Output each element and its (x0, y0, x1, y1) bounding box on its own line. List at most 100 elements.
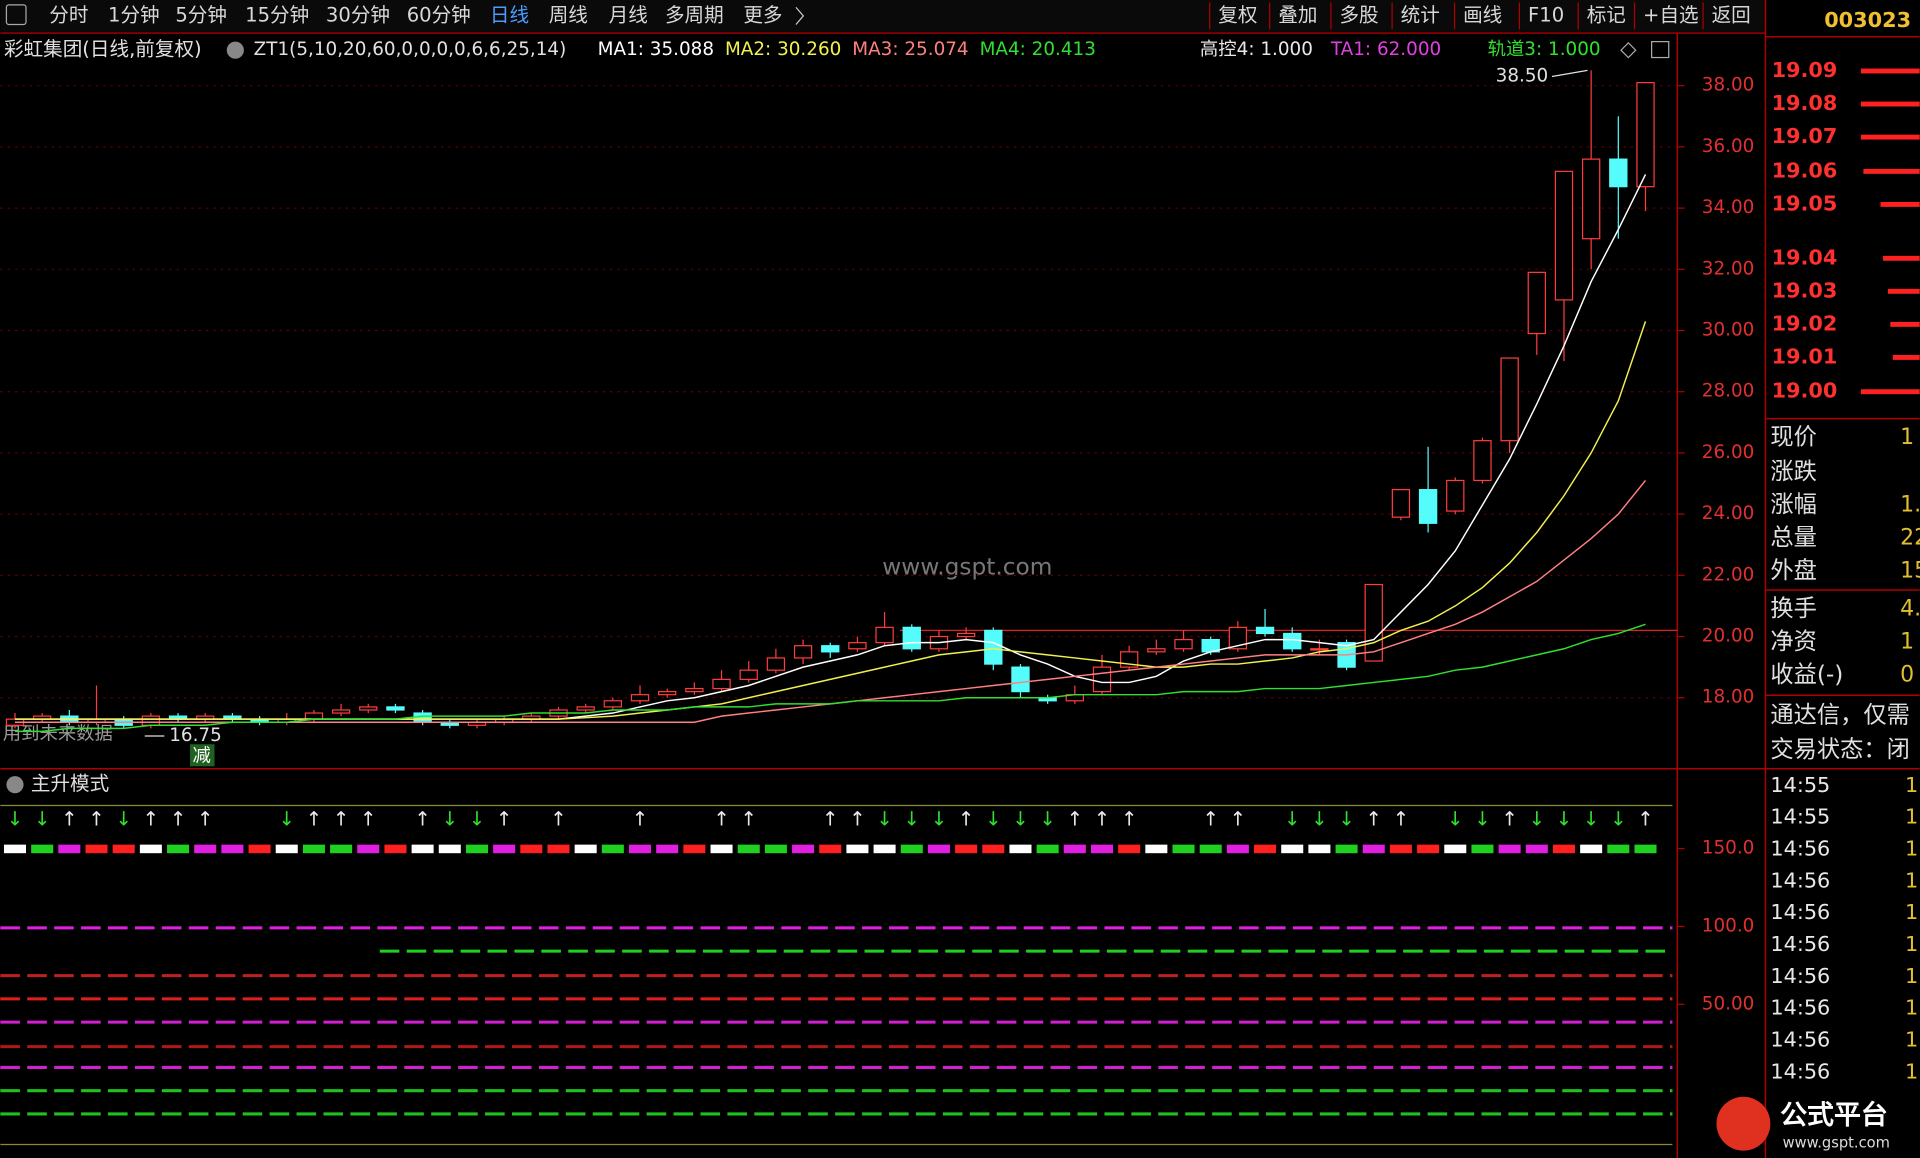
window-icon[interactable] (1651, 41, 1670, 59)
toolbar (0, 0, 1766, 32)
signal: ↑ (333, 808, 349, 831)
y-tick-label: 18.00 (1702, 687, 1755, 708)
state-band (357, 844, 380, 854)
toolbar-button[interactable]: F10 (1528, 3, 1564, 26)
state-band (982, 844, 1005, 854)
state-band (85, 844, 108, 854)
candle-body (304, 712, 324, 720)
candle-body (1283, 632, 1302, 650)
signal: ↓ (442, 808, 458, 831)
state-band (58, 844, 81, 854)
tick-value: 1 (1905, 932, 1918, 956)
tab[interactable]: 日线 (490, 3, 529, 26)
candle-body (1255, 626, 1275, 635)
candle-body (739, 669, 758, 680)
ma-line (14, 321, 1647, 720)
signal: ↓ (1474, 808, 1490, 831)
y-tick-label: 32.00 (1702, 258, 1755, 279)
high-marker: 38.50 (1496, 66, 1549, 87)
tab[interactable]: 多周期 (665, 3, 724, 26)
state-band (1444, 844, 1467, 854)
quote-price: 19.09 (1772, 58, 1838, 82)
candle-body (1147, 648, 1166, 653)
signal: ↑ (1067, 808, 1083, 831)
tab[interactable]: 1分钟 (108, 3, 160, 26)
candle-body (1527, 271, 1546, 335)
toolbar-button[interactable]: 统计 (1401, 3, 1440, 26)
quote-price: 19.04 (1772, 245, 1838, 269)
toolbar-button[interactable]: 返回 (1712, 3, 1751, 26)
tick-time: 14:56 (1770, 837, 1830, 861)
tick-value: 1 (1905, 773, 1918, 797)
state-band (846, 844, 869, 854)
quote-label: 涨幅 (1770, 491, 1817, 518)
state-band (819, 844, 842, 854)
quote-value: 1 (1900, 425, 1914, 450)
candle-body (875, 626, 894, 644)
volume-bar (1882, 255, 1920, 261)
toolbar-button[interactable]: 画线 (1463, 3, 1502, 26)
candle-body (902, 626, 921, 650)
stock-title: 彩虹集团(日线,前复权) (4, 38, 202, 61)
candle-body (1609, 158, 1628, 188)
panel-title: 主升模式 (31, 772, 109, 795)
quote-value: 1. (1900, 493, 1920, 518)
y-tick-label: 30.00 (1702, 320, 1755, 341)
indicator-value: 轨道3: 1.000 (1488, 39, 1601, 60)
tab[interactable]: 更多 (743, 3, 782, 26)
y-tick-label: 50.00 (1702, 993, 1755, 1014)
volume-bar (1860, 389, 1920, 395)
tab[interactable]: 30分钟 (326, 3, 390, 26)
tab[interactable]: 15分钟 (245, 3, 309, 26)
toggle-icon[interactable] (6, 776, 24, 794)
tab[interactable]: 周线 (549, 3, 588, 26)
y-tick-label: 26.00 (1702, 442, 1755, 463)
indicator: ZT1(5,10,20,60,0,0,0,0,6,6,25,14) (254, 39, 567, 60)
state-band (221, 844, 244, 854)
signal: ↓ (1529, 808, 1545, 831)
toolbar-button[interactable]: 标记 (1587, 3, 1626, 26)
tick-time: 14:55 (1770, 805, 1830, 829)
tab[interactable]: 60分钟 (407, 3, 471, 26)
state-band (1471, 844, 1494, 854)
volume-bar (1860, 101, 1920, 107)
quote-price: 19.01 (1772, 344, 1838, 368)
volume-bar (1887, 288, 1920, 294)
candle-body (1364, 583, 1383, 662)
signal: ↓ (1556, 808, 1572, 831)
quote-price: 19.08 (1772, 91, 1838, 115)
candle-body (1581, 158, 1601, 240)
ma-line (14, 623, 1646, 733)
toolbar-button[interactable]: +自选 (1643, 3, 1699, 26)
state-band (955, 844, 978, 854)
signal: ↓ (1012, 808, 1028, 831)
y-tick-label: 38.00 (1702, 75, 1755, 96)
toggle-icon[interactable] (226, 41, 244, 59)
signal: ↓ (931, 808, 947, 831)
menu-icon[interactable] (5, 4, 27, 26)
signal: ↑ (88, 808, 104, 831)
toolbar-button[interactable]: 多股 (1339, 3, 1378, 26)
state-band (1389, 844, 1412, 854)
candle-body (386, 706, 405, 711)
tab[interactable]: 5分钟 (175, 3, 227, 26)
toolbar-button[interactable]: 叠加 (1278, 3, 1317, 26)
tab[interactable]: 月线 (609, 3, 648, 26)
state-band (1145, 844, 1168, 854)
state-band (1090, 844, 1114, 854)
tick-value: 1 (1905, 900, 1918, 924)
candle-body (1473, 440, 1492, 482)
tick-value: 1 (1905, 964, 1918, 988)
signal: ↑ (849, 808, 865, 831)
tick-value: 1 (1905, 837, 1918, 861)
status-note: 通达信，仅需 (1770, 702, 1910, 729)
candle-body (766, 657, 786, 671)
state-band (547, 844, 570, 854)
toolbar-button[interactable]: 复权 (1218, 3, 1257, 26)
tab[interactable]: 分时 (49, 3, 88, 26)
signal: ↑ (496, 808, 512, 831)
state-band (275, 844, 298, 854)
signal: ↑ (1202, 808, 1218, 831)
quote-price: 19.07 (1772, 124, 1838, 148)
